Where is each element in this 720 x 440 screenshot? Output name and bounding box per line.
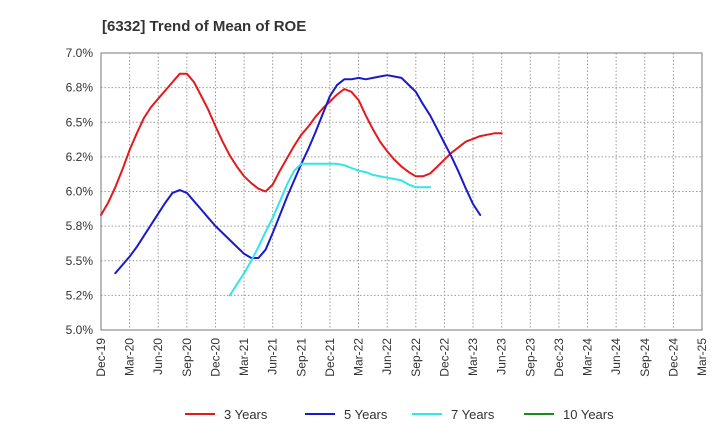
x-tick-label: Sep-22 <box>409 338 423 377</box>
plot-grid <box>101 53 702 330</box>
y-tick-label: 5.0% <box>66 323 94 337</box>
y-tick-label: 7.0% <box>66 46 94 60</box>
y-tick-label: 5.8% <box>66 219 94 233</box>
y-tick-label: 6.2% <box>66 150 94 164</box>
x-tick-label: Sep-21 <box>294 338 308 377</box>
series-line-5-years <box>114 74 482 275</box>
series-line-3-years <box>100 72 503 216</box>
x-tick-label: Sep-20 <box>180 338 194 377</box>
x-axis-ticks: Dec-19 Mar-20 Jun-20 Sep-20 Dec-20 Mar-21 Jun-… <box>94 338 709 377</box>
x-tick-label: Dec-21 <box>323 338 337 377</box>
x-tick-label: Mar-22 <box>352 338 366 376</box>
x-tick-label: Mar-21 <box>237 338 251 376</box>
series-layer <box>100 72 503 297</box>
x-tick-label: Sep-23 <box>523 338 537 377</box>
x-tick-label: Jun-23 <box>495 338 509 375</box>
y-tick-label: 5.5% <box>66 254 94 268</box>
legend-label-7-years: 7 Years <box>451 407 495 422</box>
chart-title: [6332] Trend of Mean of ROE <box>102 18 306 35</box>
x-tick-label: Jun-24 <box>609 338 623 375</box>
y-tick-label: 5.2% <box>66 288 94 302</box>
legend-label-3-years: 3 Years <box>224 407 268 422</box>
y-axis-ticks: 7.0% 6.8% 6.5% 6.2% 6.0% 5.8% 5.5% 5.2% 5.0% <box>66 46 94 337</box>
legend-label-10-years: 10 Years <box>563 407 614 422</box>
x-tick-label: Dec-23 <box>552 338 566 377</box>
x-tick-label: Mar-20 <box>123 338 137 376</box>
x-tick-label: Mar-24 <box>581 338 595 376</box>
x-tick-label: Mar-23 <box>466 338 480 376</box>
legend-label-5-years: 5 Years <box>344 407 388 422</box>
x-tick-label: Dec-19 <box>94 338 108 377</box>
x-tick-label: Sep-24 <box>638 338 652 377</box>
x-tick-label: Dec-24 <box>666 338 680 377</box>
y-tick-label: 6.8% <box>66 81 94 95</box>
x-tick-label: Dec-22 <box>437 338 451 377</box>
x-tick-label: Dec-20 <box>208 338 222 377</box>
x-tick-label: Jun-21 <box>266 338 280 375</box>
plot-frame <box>100 52 703 331</box>
y-tick-label: 6.5% <box>66 115 94 129</box>
x-tick-label: Mar-25 <box>695 338 709 376</box>
y-tick-label: 6.0% <box>66 185 94 199</box>
x-tick-label: Jun-22 <box>380 338 394 375</box>
series-line-7-years <box>228 162 432 297</box>
legend: 3 Years 5 Years 7 Years 10 Years <box>185 407 614 422</box>
x-tick-label: Jun-20 <box>151 338 165 375</box>
